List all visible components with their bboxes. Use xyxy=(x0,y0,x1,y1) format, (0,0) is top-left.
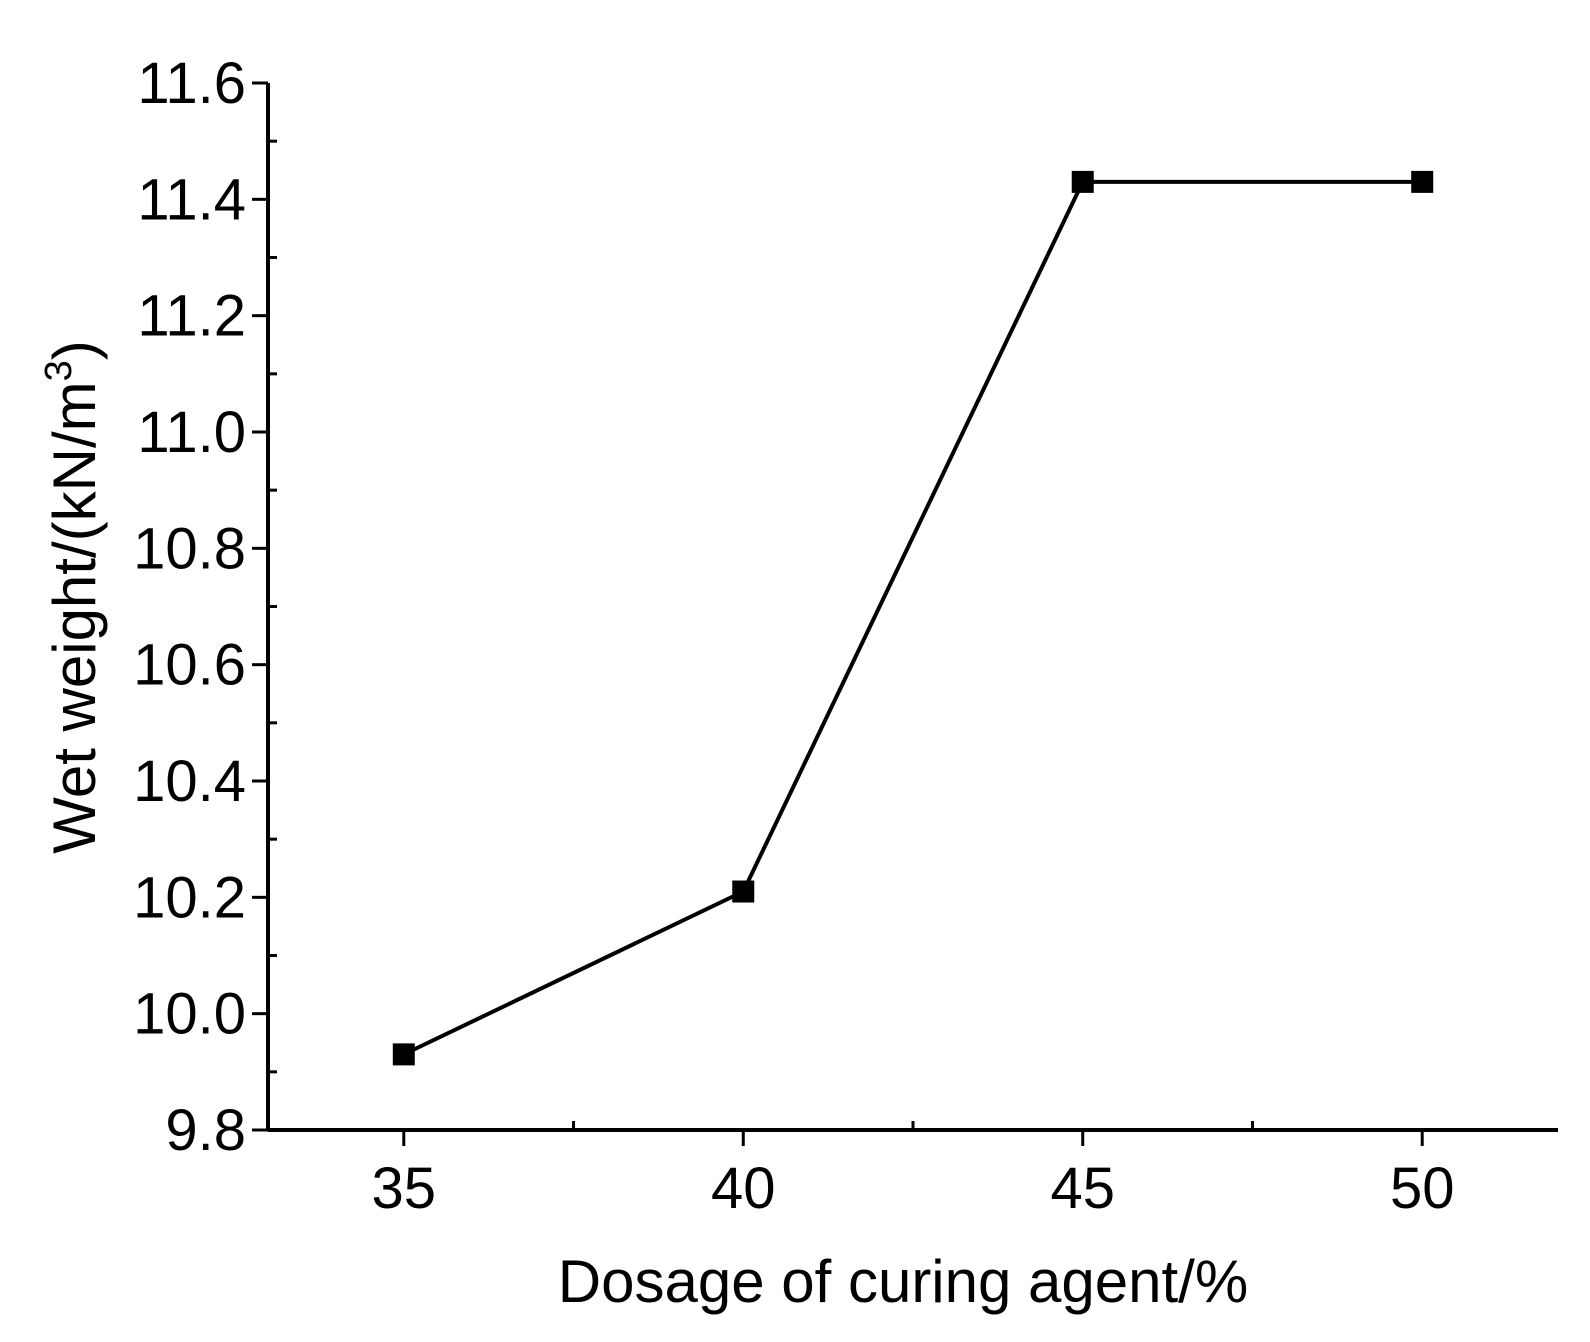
y-tick-label: 11.2 xyxy=(137,284,246,349)
y-tick-label: 10.8 xyxy=(133,516,246,581)
y-tick-label: 10.6 xyxy=(133,633,246,698)
data-point-marker xyxy=(392,1043,415,1066)
tick-labels: 9.8 10.0 10.2 10.4 10.6 10.8 11.0 11.2 11.4 11.6 3… xyxy=(133,51,1454,1221)
x-tick-label: 35 xyxy=(372,1156,437,1221)
y-tick-label: 10.2 xyxy=(133,865,246,930)
y-tick-label: 11.4 xyxy=(137,167,246,232)
x-tick-label: 50 xyxy=(1390,1156,1455,1221)
data-point-marker xyxy=(1071,170,1094,193)
y-tick-label: 10.0 xyxy=(133,982,246,1047)
y-tick-label: 11.0 xyxy=(137,400,246,465)
series-line xyxy=(402,179,1423,1057)
y-tick-label: 10.4 xyxy=(133,749,246,814)
y-axis-title-close: ) xyxy=(41,340,108,360)
y-tick-label: 9.8 xyxy=(165,1098,246,1163)
series-layer xyxy=(392,170,1434,1066)
x-tick-label: 45 xyxy=(1050,1156,1115,1221)
data-point-marker xyxy=(732,880,755,903)
data-point-marker xyxy=(1411,170,1434,193)
y-tick-label: 11.6 xyxy=(137,51,246,116)
x-axis-title: Dosage of curing agent/% xyxy=(558,1248,1248,1315)
y-axis-title: Wet weight/(kN/m3) xyxy=(38,340,108,853)
y-axis-title-superscript: 3 xyxy=(38,360,80,381)
y-axis-title-main: Wet weight/(kN/m xyxy=(41,381,108,853)
x-tick-label: 40 xyxy=(711,1156,776,1221)
axes xyxy=(252,81,1558,1146)
